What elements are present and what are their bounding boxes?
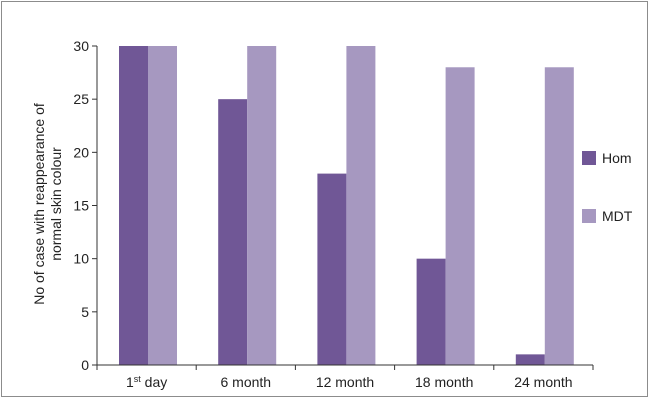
bar-hom-4 xyxy=(515,354,545,365)
x-tick-label-0: 1st day xyxy=(126,374,167,390)
bars-group xyxy=(119,46,574,366)
y-tick-label-10: 10 xyxy=(73,251,89,267)
y-tick-label-25: 25 xyxy=(73,91,89,107)
y-tick-label-20: 20 xyxy=(73,144,89,160)
legend-label-mdt: MDT xyxy=(602,208,633,224)
x-tick-label-1: 6 month xyxy=(221,374,272,390)
bar-mdt-4 xyxy=(544,67,574,366)
y-tick-label-15: 15 xyxy=(73,198,89,214)
y-axis-title-line-1: No of case with reappearance of xyxy=(31,103,47,305)
y-tick-label-5: 5 xyxy=(81,304,89,320)
bar-mdt-2 xyxy=(346,46,376,365)
bar-mdt-1 xyxy=(247,46,277,365)
y-tick-label-30: 30 xyxy=(73,38,89,54)
bar-hom-2 xyxy=(317,173,347,365)
x-tick-label-4: 24 month xyxy=(514,374,572,390)
legend-swatch-mdt xyxy=(582,209,596,223)
bar-hom-3 xyxy=(416,258,446,365)
x-tick-label-2: 12 month xyxy=(316,374,374,390)
y-axis-title: No of case with reappearance of normal s… xyxy=(31,103,64,305)
legend-swatch-hom xyxy=(582,151,596,165)
y-ticks-group: 0 5 10 15 20 25 30 xyxy=(73,38,97,373)
legend: Hom MDT xyxy=(582,150,633,224)
bar-hom-1 xyxy=(218,99,248,366)
bar-mdt-0 xyxy=(148,46,177,365)
bar-mdt-3 xyxy=(445,67,475,366)
y-axis-title-line-2: normal skin colour xyxy=(48,147,64,261)
y-tick-label-0: 0 xyxy=(81,357,89,373)
legend-label-hom: Hom xyxy=(602,150,632,166)
x-tick-label-3: 18 month xyxy=(415,374,473,390)
x-ticks-group: 1st day 6 month 12 month 18 month 24 month xyxy=(96,365,594,390)
bar-hom-0 xyxy=(119,46,148,365)
